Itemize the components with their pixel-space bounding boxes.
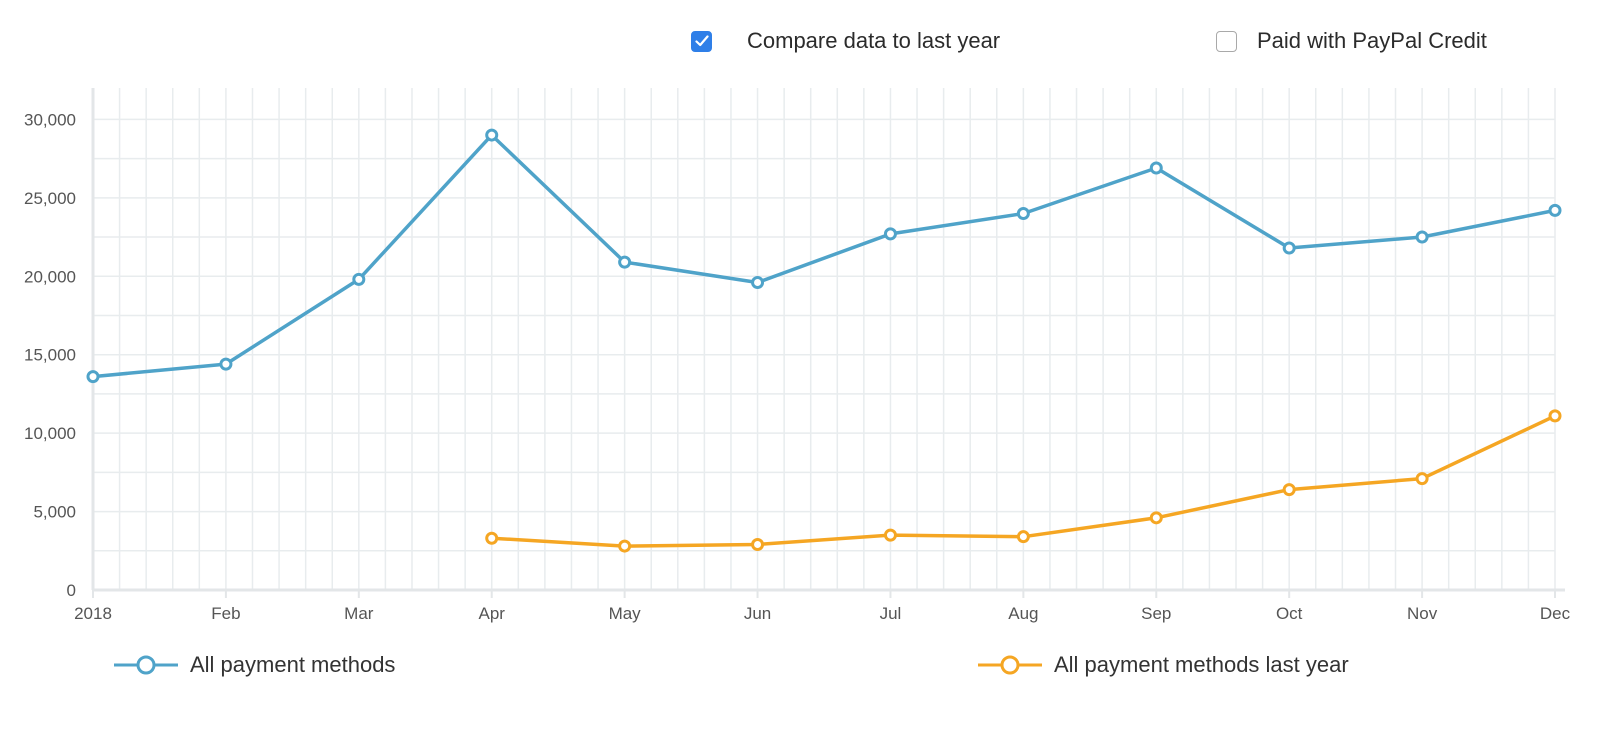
x-tick-label: Jul — [880, 604, 902, 623]
y-tick-label: 0 — [67, 581, 76, 600]
x-tick-label: Aug — [1008, 604, 1038, 623]
data-point-current — [352, 272, 366, 286]
data-point-last-year — [883, 528, 897, 542]
data-point-current — [219, 357, 233, 371]
y-tick-label: 30,000 — [24, 110, 76, 129]
data-point-current — [1282, 241, 1296, 255]
x-tick-label: Jun — [744, 604, 771, 623]
legend-label-current: All payment methods — [190, 652, 396, 677]
legend-label-last-year: All payment methods last year — [1054, 652, 1349, 677]
compare-label: Compare data to last year — [747, 28, 1001, 53]
line-chart: 0 5,000 10,000 15,000 20,000 25,000 30,000 201… — [24, 88, 1571, 623]
data-point-last-year — [1016, 530, 1030, 544]
data-point-current — [485, 128, 499, 142]
y-tick-label: 20,000 — [24, 267, 76, 286]
data-point-last-year — [1548, 409, 1562, 423]
y-tick-label: 5,000 — [33, 503, 76, 522]
checkmark-icon — [694, 35, 709, 47]
series-line-current — [92, 133, 1556, 379]
y-tick-label: 15,000 — [24, 346, 76, 365]
data-point-current — [883, 227, 897, 241]
data-point-last-year — [1149, 511, 1163, 525]
chart-area: 0 5,000 10,000 15,000 20,000 25,000 30,000 201… — [0, 80, 1600, 640]
x-tick-label: Feb — [211, 604, 240, 623]
data-point-current — [1016, 207, 1030, 220]
data-point-current — [1149, 161, 1163, 175]
legend-item-current[interactable]: All payment methods — [112, 652, 395, 678]
grid-lines — [92, 88, 1556, 591]
data-point-last-year — [485, 531, 499, 545]
y-tick-label: 25,000 — [24, 189, 76, 208]
compare-checkbox[interactable] — [691, 30, 712, 52]
paypal-credit-checkbox[interactable] — [1216, 30, 1237, 52]
paypal-credit-toggle[interactable]: Paid with PayPal Credit — [1216, 28, 1487, 54]
x-tick-label: Oct — [1276, 604, 1303, 623]
data-point-last-year — [751, 538, 765, 552]
x-tick-label: Apr — [478, 604, 505, 623]
data-point-current — [86, 370, 100, 384]
y-tick-label: 10,000 — [24, 424, 76, 443]
paypal-credit-label: Paid with PayPal Credit — [1257, 28, 1487, 53]
data-point-last-year — [618, 539, 632, 553]
x-tick-label: Mar — [344, 604, 374, 623]
data-point-current — [751, 276, 765, 290]
legend-item-last-year[interactable]: All payment methods last year — [976, 652, 1349, 678]
data-point-current — [1548, 203, 1562, 217]
data-point-last-year — [1282, 483, 1296, 497]
data-point-current — [618, 255, 632, 269]
compare-last-year-toggle[interactable]: Compare data to last year — [691, 28, 1000, 54]
x-tick-label: 2018 — [74, 604, 112, 623]
x-tick-labels: 2018 Feb Mar Apr May Jun Jul Aug Sep Oct Nov Dec — [74, 590, 1571, 623]
x-tick-label: May — [609, 604, 642, 623]
legend-marker-current-icon — [114, 655, 178, 675]
y-tick-labels: 0 5,000 10,000 15,000 20,000 25,000 30,000 — [24, 110, 76, 600]
x-tick-label: Sep — [1141, 604, 1171, 623]
series-lines — [86, 128, 1562, 553]
axes — [91, 88, 1565, 592]
data-point-last-year — [1415, 472, 1429, 486]
x-tick-label: Dec — [1540, 604, 1571, 623]
x-tick-label: Nov — [1407, 604, 1438, 623]
legend-marker-last-year-icon — [978, 655, 1042, 675]
chart-legend: All payment methods All payment methods … — [0, 652, 1600, 688]
chart-controls: Compare data to last year Paid with PayP… — [0, 28, 1600, 60]
data-point-current — [1415, 230, 1429, 244]
